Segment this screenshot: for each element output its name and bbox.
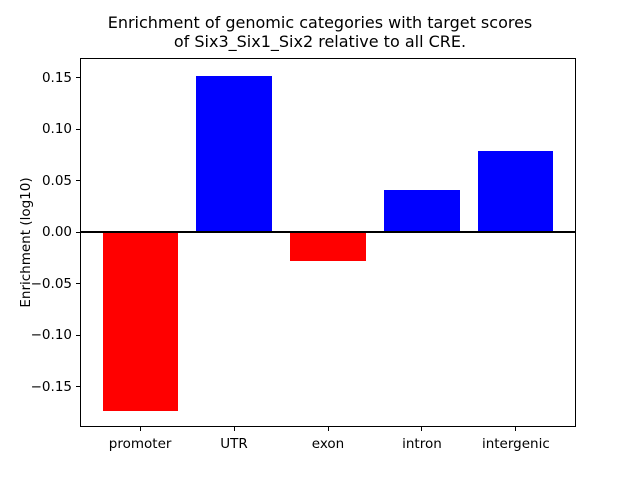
x-tick-mark [233,427,235,431]
x-tick-label-intron: intron [402,436,442,452]
x-tick-mark [139,427,141,431]
y-tick-label: −0.15 [30,378,72,395]
bar-intron [384,189,460,233]
y-tick-mark [76,334,80,336]
y-tick-label: 0.00 [41,224,72,241]
y-tick-mark [76,77,80,79]
x-tick-label-promoter: promoter [108,436,172,452]
chart-title: Enrichment of genomic categories with ta… [107,13,533,51]
y-tick-mark [76,231,80,233]
y-axis-label: Enrichment (log10) [18,177,34,308]
bar-UTR [196,75,272,233]
x-tick-label-intergenic: intergenic [481,436,550,452]
y-tick-mark [76,283,80,285]
y-tick-mark [76,386,80,388]
y-tick-label: 0.10 [41,121,72,138]
bar-exon [290,232,366,262]
bar-intergenic [478,150,554,233]
y-tick-label: 0.15 [41,69,72,86]
y-tick-mark [76,128,80,130]
y-tick-mark [76,180,80,182]
x-tick-mark [327,427,329,431]
x-tick-mark [515,427,517,431]
x-tick-label-exon: exon [311,436,345,452]
y-tick-label: −0.10 [30,327,72,344]
bar-promoter [102,232,178,411]
x-tick-label-UTR: UTR [220,436,248,452]
y-tick-label: −0.05 [30,275,72,292]
x-tick-mark [421,427,423,431]
y-tick-label: 0.05 [41,172,72,189]
zero-line [80,231,576,234]
